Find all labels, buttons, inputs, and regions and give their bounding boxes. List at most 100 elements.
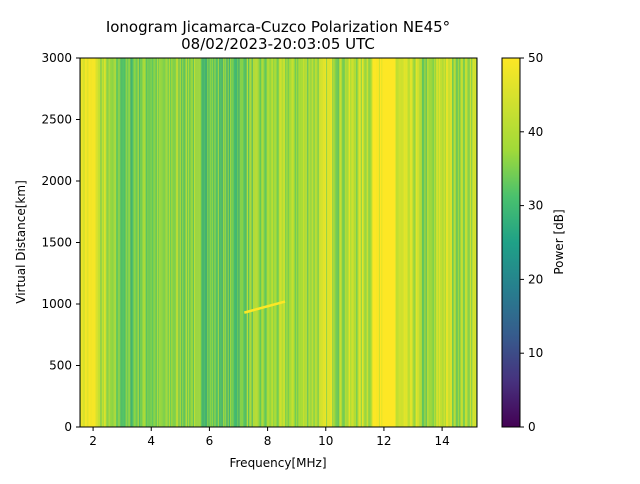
striation (430, 58, 432, 427)
striation (208, 58, 210, 427)
striation (104, 58, 106, 427)
striation (362, 58, 364, 427)
striation (346, 58, 348, 427)
striation (297, 58, 299, 427)
striation (401, 58, 403, 427)
striation (111, 58, 113, 427)
striation (285, 58, 287, 427)
striation (267, 58, 269, 427)
striation (160, 58, 162, 427)
striation (216, 58, 218, 427)
striation (359, 58, 361, 427)
striation (291, 58, 293, 427)
striation (257, 58, 259, 427)
striation (84, 58, 86, 427)
striation (95, 58, 97, 427)
striation (354, 58, 356, 427)
striation (130, 58, 132, 427)
striation (268, 58, 270, 427)
striation (227, 58, 229, 427)
colorbar-tick-label: 0 (528, 420, 536, 434)
striation (129, 58, 131, 427)
striation (335, 58, 337, 427)
striation (200, 58, 202, 427)
striation (273, 58, 275, 427)
striation (360, 58, 362, 427)
striation (419, 58, 421, 427)
striation (254, 58, 256, 427)
striation (340, 58, 342, 427)
striation (218, 58, 220, 427)
striation (206, 58, 208, 427)
striation (447, 58, 449, 427)
striation (429, 58, 431, 427)
striation (80, 58, 82, 427)
striation (284, 58, 286, 427)
striation (281, 58, 283, 427)
x-axis-label: Frequency[MHz] (229, 456, 326, 470)
striation (124, 58, 126, 427)
striation (455, 58, 457, 427)
colorbar-tick-label: 30 (528, 199, 543, 213)
striation (440, 58, 442, 427)
striation (256, 58, 258, 427)
striation (327, 58, 329, 427)
x-tick-label: 6 (206, 434, 214, 448)
striation (89, 58, 91, 427)
striation (183, 58, 185, 427)
striation (232, 58, 234, 427)
striation (312, 58, 314, 427)
striation (316, 58, 318, 427)
colorbar-axis: 0 10 20 30 40 50 (520, 51, 543, 434)
striation (154, 58, 156, 427)
striation (294, 58, 296, 427)
striation (224, 58, 226, 427)
striation (172, 58, 174, 427)
striation (381, 58, 383, 427)
striation (234, 58, 236, 427)
striation (102, 58, 104, 427)
striation (198, 58, 200, 427)
striation (100, 58, 102, 427)
striation (214, 58, 216, 427)
striation (123, 58, 125, 427)
striation (114, 58, 116, 427)
striation (473, 58, 475, 427)
striation (88, 58, 90, 427)
y-tick-label: 0 (64, 420, 72, 434)
striation (402, 58, 404, 427)
y-tick-label: 1500 (41, 236, 72, 250)
striation (270, 58, 272, 427)
colorbar-tick-label: 20 (528, 272, 543, 286)
striation (197, 58, 199, 427)
striation (201, 58, 203, 427)
striation (432, 58, 434, 427)
striation (107, 58, 109, 427)
striation (92, 58, 94, 427)
striation (318, 58, 320, 427)
striation (162, 58, 164, 427)
striation (262, 58, 264, 427)
striation (125, 58, 127, 427)
striation (243, 58, 245, 427)
striation (167, 58, 169, 427)
y-tick-label: 2500 (41, 113, 72, 127)
striation (452, 58, 454, 427)
striation (461, 58, 463, 427)
striation (261, 58, 263, 427)
striation (466, 58, 468, 427)
striation (407, 58, 409, 427)
striation (255, 58, 257, 427)
striation (441, 58, 443, 427)
striation (338, 58, 340, 427)
striation (132, 58, 134, 427)
y-tick-label: 500 (49, 359, 72, 373)
plot-area (80, 58, 477, 427)
striation (141, 58, 143, 427)
striation (146, 58, 148, 427)
striation (168, 58, 170, 427)
striation (329, 58, 331, 427)
striation (195, 58, 197, 427)
striation (112, 58, 114, 427)
striation (293, 58, 295, 427)
